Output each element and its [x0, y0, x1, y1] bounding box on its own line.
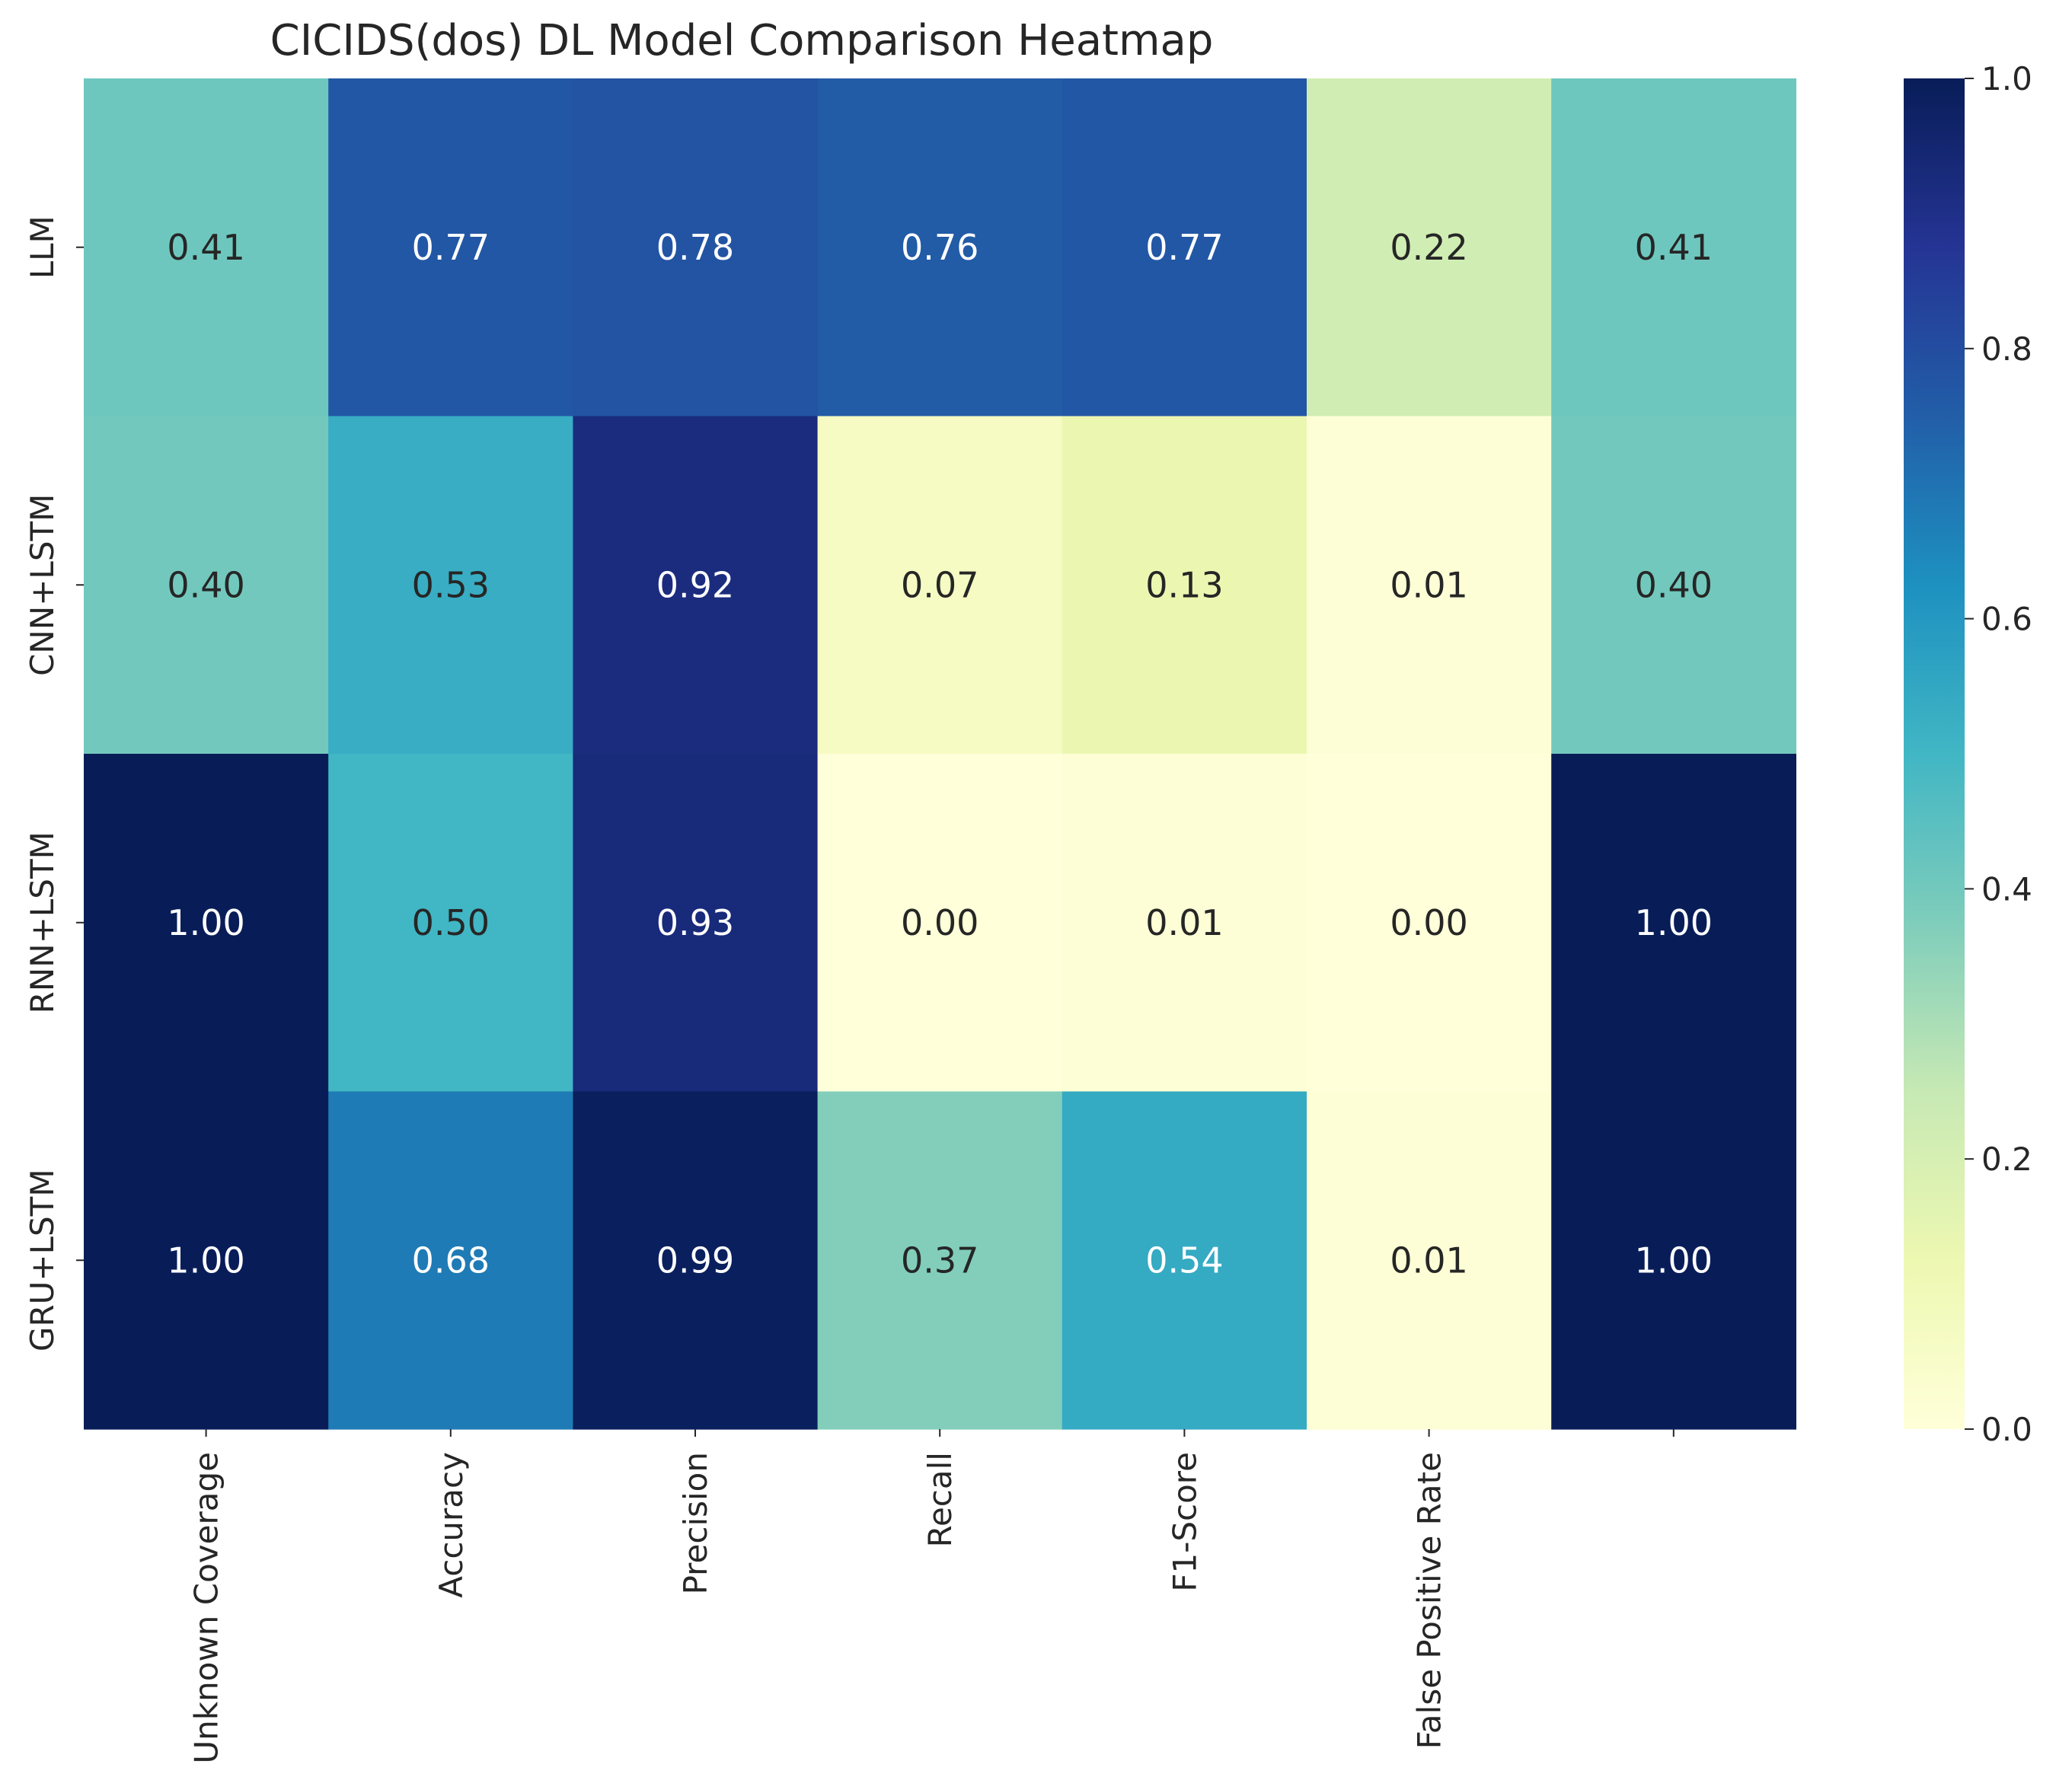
cell-annotation: 0.00 — [1390, 902, 1467, 943]
row-label: LLM — [24, 215, 61, 279]
colorbar-gradient — [1904, 78, 1965, 1429]
cell-annotation: 1.00 — [1635, 902, 1713, 943]
cell-annotation: 0.01 — [1390, 564, 1467, 605]
heatmap-cell — [1307, 1091, 1552, 1430]
cell-annotation: 0.68 — [412, 1240, 490, 1281]
cell-annotation: 0.76 — [901, 227, 979, 268]
colorbar-tick-label: 0.0 — [1981, 1411, 2032, 1448]
heatmap-cell — [1551, 78, 1796, 417]
heatmap-cell — [573, 1091, 819, 1430]
cell-annotation: 0.78 — [656, 227, 734, 268]
heatmap-cell — [573, 78, 819, 417]
cell-annotation: 0.50 — [412, 902, 490, 943]
column-label: False Positive Rate — [1411, 1452, 1448, 1749]
chart-title: CICIDS(dos) DL Model Comparison Heatmap — [270, 16, 1214, 65]
heatmap-cell — [573, 416, 819, 755]
heatmap-cell — [817, 416, 1063, 755]
heatmap-cell — [1062, 1091, 1307, 1430]
heatmap-cell — [1551, 416, 1796, 755]
cell-annotation: 0.41 — [1635, 227, 1713, 268]
heatmap-cell — [328, 78, 573, 417]
cell-annotation: 0.77 — [1145, 227, 1223, 268]
cell-annotation: 0.92 — [656, 564, 734, 605]
heatmap-cell — [817, 78, 1063, 417]
colorbar-tick-label: 0.6 — [1981, 601, 2032, 638]
cell-annotation: 1.00 — [1635, 1240, 1713, 1281]
heatmap-cell — [1062, 754, 1307, 1093]
heatmap-cell — [328, 416, 573, 755]
column-label: Recall — [921, 1452, 959, 1547]
cell-annotation: 0.99 — [656, 1240, 734, 1281]
row-label: CNN+LSTM — [24, 494, 61, 676]
heatmap-cell — [1307, 416, 1552, 755]
column-label: Unknown Coverage — [188, 1452, 225, 1764]
heatmap-cell — [84, 754, 329, 1093]
row-label: GRU+LSTM — [24, 1169, 61, 1351]
cell-annotation: 0.01 — [1145, 902, 1223, 943]
column-label: F1-Score — [1166, 1452, 1203, 1592]
colorbar: 0.0 0.2 0.4 0.6 0.8 1.0 — [1904, 60, 2032, 1448]
cell-annotation: 0.00 — [901, 902, 979, 943]
cell-annotation: 0.41 — [167, 227, 244, 268]
cell-annotation: 0.01 — [1390, 1240, 1467, 1281]
column-label: Precision — [677, 1452, 714, 1594]
colorbar-tick-label: 0.2 — [1981, 1141, 2032, 1178]
cell-annotation: 0.22 — [1390, 227, 1467, 268]
heatmap-cell — [573, 754, 819, 1093]
heatmap-cell — [817, 754, 1063, 1093]
heatmap-cell — [1307, 78, 1552, 417]
row-label: RNN+LSTM — [24, 831, 61, 1013]
heatmap-cell — [328, 1091, 573, 1430]
cell-annotation: 0.40 — [167, 564, 244, 605]
heatmap-cell — [84, 78, 329, 417]
cell-annotation: 0.13 — [1145, 564, 1223, 605]
cell-annotation: 0.37 — [901, 1240, 979, 1281]
cell-annotation: 1.00 — [167, 1240, 244, 1281]
column-labels: Unknown Coverage Accuracy Precision Recall F… — [188, 1429, 1675, 1764]
heatmap-cell — [1551, 754, 1796, 1093]
heatmap-cells — [84, 78, 1796, 1430]
row-labels: LLM CNN+LSTM RNN+LSTM GRU+LSTM — [24, 215, 84, 1351]
colorbar-tick-label: 0.8 — [1981, 330, 2032, 368]
heatmap-cell — [84, 416, 329, 755]
cell-annotation: 0.93 — [656, 902, 734, 943]
cell-annotation: 0.53 — [412, 564, 490, 605]
heatmap-cell — [84, 1091, 329, 1430]
heatmap-cell — [1062, 416, 1307, 755]
colorbar-tick-label: 0.4 — [1981, 870, 2032, 908]
cell-annotation: 0.54 — [1145, 1240, 1223, 1281]
column-label: Accuracy — [433, 1452, 470, 1598]
heatmap-cell — [328, 754, 573, 1093]
cell-annotation: 0.77 — [412, 227, 490, 268]
colorbar-tick-label: 1.0 — [1981, 60, 2032, 97]
cell-annotation: 1.00 — [167, 902, 244, 943]
cell-annotation: 0.40 — [1635, 564, 1713, 605]
heatmap-cell — [1551, 1091, 1796, 1430]
cell-annotation: 0.07 — [901, 564, 979, 605]
heatmap-cell — [1307, 754, 1552, 1093]
cell-annotations: 0.41 0.77 0.78 0.76 0.77 0.22 0.41 0.40 0.53 0.92… — [167, 227, 1713, 1281]
heatmap-cell — [1062, 78, 1307, 417]
heatmap-cell — [817, 1091, 1063, 1430]
